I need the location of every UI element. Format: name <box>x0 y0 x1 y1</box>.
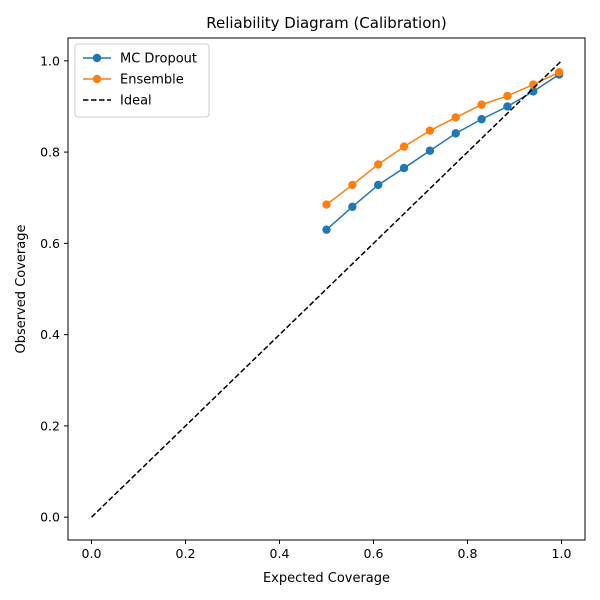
y-tick-label: 0.8 <box>40 145 60 160</box>
data-point-ensemble <box>348 180 357 190</box>
y-tick-label: 1.0 <box>40 53 60 68</box>
legend-marker-ensemble <box>92 74 102 84</box>
x-tick-label: 0.8 <box>458 546 478 561</box>
data-point-mc-dropout <box>529 87 538 96</box>
y-axis-title: Observed Coverage <box>14 225 29 354</box>
data-point-mc-dropout <box>425 146 435 155</box>
data-point-ensemble <box>477 100 486 109</box>
legend-label-ideal: Ideal <box>120 94 152 109</box>
data-point-mc-dropout <box>322 225 331 234</box>
y-tick-label: 0.2 <box>40 418 60 433</box>
legend-label-mc-dropout: MC Dropout <box>120 52 197 67</box>
axes-frame <box>67 37 586 541</box>
x-tick-label: 0.0 <box>82 546 102 561</box>
data-point-ensemble <box>399 142 409 151</box>
series-line-ensemble <box>326 71 560 206</box>
data-point-mc-dropout <box>503 102 512 111</box>
chart-title: Reliability Diagram (Calibration) <box>206 14 447 32</box>
legend-label-ensemble: Ensemble <box>120 73 184 88</box>
x-tick-label: 0.2 <box>176 546 196 561</box>
legend-box <box>74 43 210 118</box>
y-tick-label: 0.0 <box>40 510 60 525</box>
data-point-ensemble <box>322 200 331 209</box>
data-point-mc-dropout <box>374 180 383 190</box>
series-line-mc-dropout <box>326 73 560 231</box>
data-point-ensemble <box>425 126 435 135</box>
y-tick-label: 0.4 <box>40 327 60 342</box>
data-point-mc-dropout <box>348 202 357 212</box>
data-point-ensemble <box>451 113 460 122</box>
x-tick-label: 1.0 <box>552 546 572 561</box>
data-point-mc-dropout <box>477 115 486 124</box>
series-line-ideal <box>90 60 563 518</box>
x-tick-label: 0.6 <box>364 546 384 561</box>
data-point-mc-dropout <box>399 163 409 173</box>
data-point-ensemble <box>554 68 564 77</box>
legend: MC Dropout Ensemble Ideal <box>74 43 210 118</box>
data-point-ensemble <box>503 91 512 101</box>
y-tick-label: 0.6 <box>40 236 60 251</box>
plot-area <box>90 60 564 518</box>
data-point-ensemble <box>374 160 383 169</box>
plot-series-group <box>90 60 564 518</box>
x-tick-label: 0.4 <box>270 546 290 561</box>
data-point-mc-dropout <box>451 129 460 138</box>
legend-marker-mc-dropout <box>92 53 102 63</box>
axes: 0.0 0.2 0.4 0.6 0.8 1.0 0.0 0.2 0.4 0.6 0.8 1.0 <box>40 37 586 561</box>
x-axis-title: Expected Coverage <box>263 571 390 586</box>
